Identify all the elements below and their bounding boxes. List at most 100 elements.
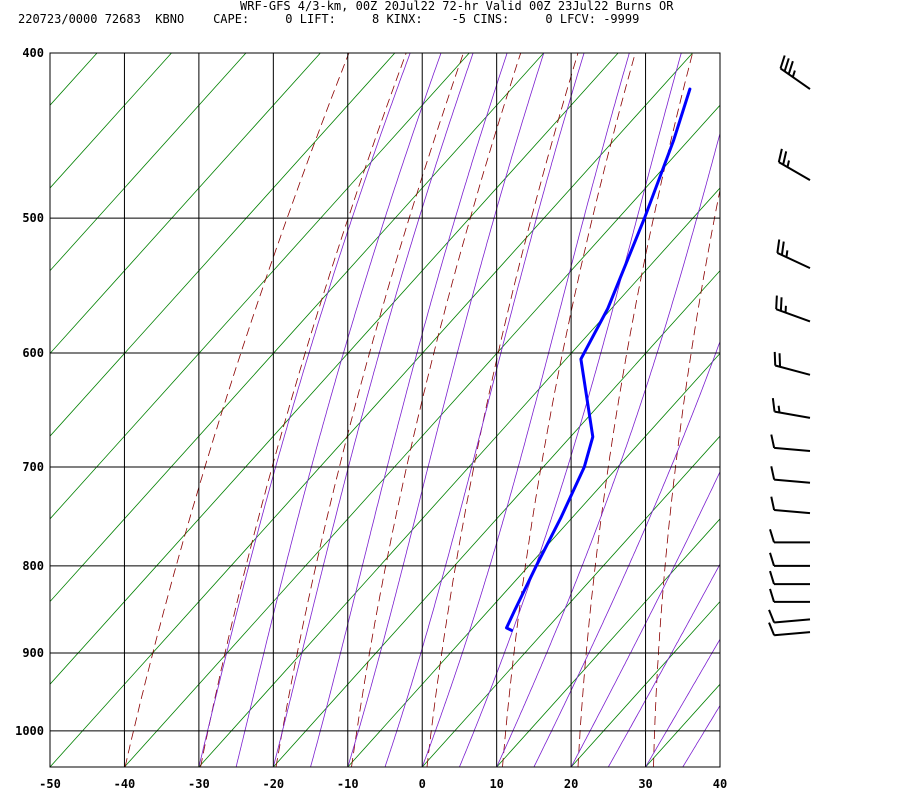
dry-adiabat-line xyxy=(577,53,693,767)
dry-adiabat-line xyxy=(275,53,464,767)
barb-staff xyxy=(774,364,811,376)
barb-half-feather xyxy=(791,70,796,78)
wind-barb xyxy=(770,434,811,452)
moist-adiabat-line xyxy=(310,53,508,767)
y-tick-label: 800 xyxy=(22,559,44,573)
isotherm-line xyxy=(794,53,900,767)
isotherm-line xyxy=(50,53,619,685)
y-tick-label: 500 xyxy=(22,211,44,225)
barb-feather xyxy=(770,496,776,511)
wind-barb xyxy=(770,466,811,484)
y-tick-label: 1000 xyxy=(15,724,44,738)
x-tick-label: -10 xyxy=(337,777,359,791)
sounding-indices: 220723/0000 72683 KBNO CAPE: 0 LIFT: 8 K… xyxy=(18,12,640,26)
barb-staff xyxy=(775,308,811,323)
y-tick-label: 700 xyxy=(22,460,44,474)
moist-adiabat-line xyxy=(235,53,442,767)
moist-adiabat-line xyxy=(421,53,630,767)
barb-feather xyxy=(769,552,775,567)
moist-adiabat-line xyxy=(533,340,720,767)
moist-adiabat-line xyxy=(682,704,720,767)
dry-adiabat-line xyxy=(803,53,865,767)
isotherm-line xyxy=(645,683,720,767)
dry-adiabat-line xyxy=(426,53,579,767)
barb-feather xyxy=(779,55,786,69)
barb-feather xyxy=(775,295,778,310)
isotherm-line xyxy=(124,104,720,767)
moist-adiabat-line xyxy=(384,53,585,767)
barb-feather xyxy=(769,588,775,603)
barb-feather xyxy=(779,297,783,311)
dry-adiabat-line xyxy=(124,53,350,767)
background-lines xyxy=(0,53,900,767)
barb-feather xyxy=(776,239,781,254)
sounding-line xyxy=(747,89,869,630)
isotherm-line xyxy=(50,53,98,106)
barb-half-feather xyxy=(777,405,781,413)
wind-barb xyxy=(773,351,811,376)
barb-staff xyxy=(774,508,811,515)
moist-adiabat-line xyxy=(570,470,720,767)
wind-barb xyxy=(777,148,811,182)
moist-adiabat-line xyxy=(347,53,545,767)
isotherm-line xyxy=(0,53,23,767)
wind-barb xyxy=(776,239,811,270)
isotherm-line xyxy=(496,518,720,767)
barb-staff xyxy=(774,410,811,419)
x-tick-label: 10 xyxy=(489,777,503,791)
barb-feather xyxy=(770,434,776,449)
x-tick-label: 40 xyxy=(713,777,727,791)
sounding-line xyxy=(505,87,692,632)
wind-barb xyxy=(771,397,811,419)
moist-adiabat-line xyxy=(459,53,682,767)
barb-staff xyxy=(774,478,811,484)
moist-adiabat-line xyxy=(496,131,720,767)
x-tick-label: 20 xyxy=(564,777,578,791)
barb-feather xyxy=(770,466,776,480)
isotherm-line xyxy=(50,53,247,272)
barb-feather xyxy=(768,609,776,623)
isotherm-line xyxy=(50,53,545,603)
isotherm-line xyxy=(50,53,321,355)
isotherm-line xyxy=(50,53,172,189)
wind-barb xyxy=(775,295,811,323)
wind-barb xyxy=(769,529,810,544)
dry-adiabat-line xyxy=(653,187,720,767)
barb-feather xyxy=(783,58,790,72)
x-tick-label: -40 xyxy=(114,777,136,791)
dry-adiabat-line xyxy=(200,53,407,767)
barb-feather xyxy=(782,151,788,165)
wind-barb xyxy=(770,496,811,515)
moist-adiabat-line xyxy=(607,563,720,767)
barb-feather xyxy=(769,570,775,585)
grid xyxy=(49,52,721,767)
barb-staff xyxy=(774,446,811,452)
chart-title: WRF-GFS 4/3-km, 00Z 20Jul22 72-hr Valid … xyxy=(240,0,674,13)
barb-feather xyxy=(780,241,785,256)
isotherm-line xyxy=(719,766,720,767)
x-tick-label: -50 xyxy=(39,777,61,791)
x-tick-label: 0 xyxy=(419,777,426,791)
barb-feather xyxy=(768,622,776,636)
y-tick-label: 600 xyxy=(22,346,44,360)
wind-barb xyxy=(769,570,810,586)
moist-adiabat-line xyxy=(272,53,474,767)
barb-feather xyxy=(787,60,794,75)
isotherm-line xyxy=(198,187,720,767)
x-tick-label: -20 xyxy=(262,777,284,791)
dry-adiabat-line xyxy=(351,53,522,767)
barb-staff xyxy=(779,67,811,90)
isotherm-line xyxy=(50,53,693,767)
axis-ticks: 400 500 600 700 800 900 1000 -50 -40 -30 -20 -10 0 10… xyxy=(15,46,727,791)
sounding-series xyxy=(505,87,869,632)
barb-staff xyxy=(774,631,811,637)
wind-barbs xyxy=(768,55,811,637)
y-tick-label: 900 xyxy=(22,646,44,660)
moist-adiabat-line xyxy=(719,766,720,767)
x-tick-label: 30 xyxy=(638,777,652,791)
isotherm-line xyxy=(273,270,720,767)
wind-barb xyxy=(768,609,811,624)
isotherm-line xyxy=(347,352,720,767)
isotherm-line xyxy=(50,53,396,437)
